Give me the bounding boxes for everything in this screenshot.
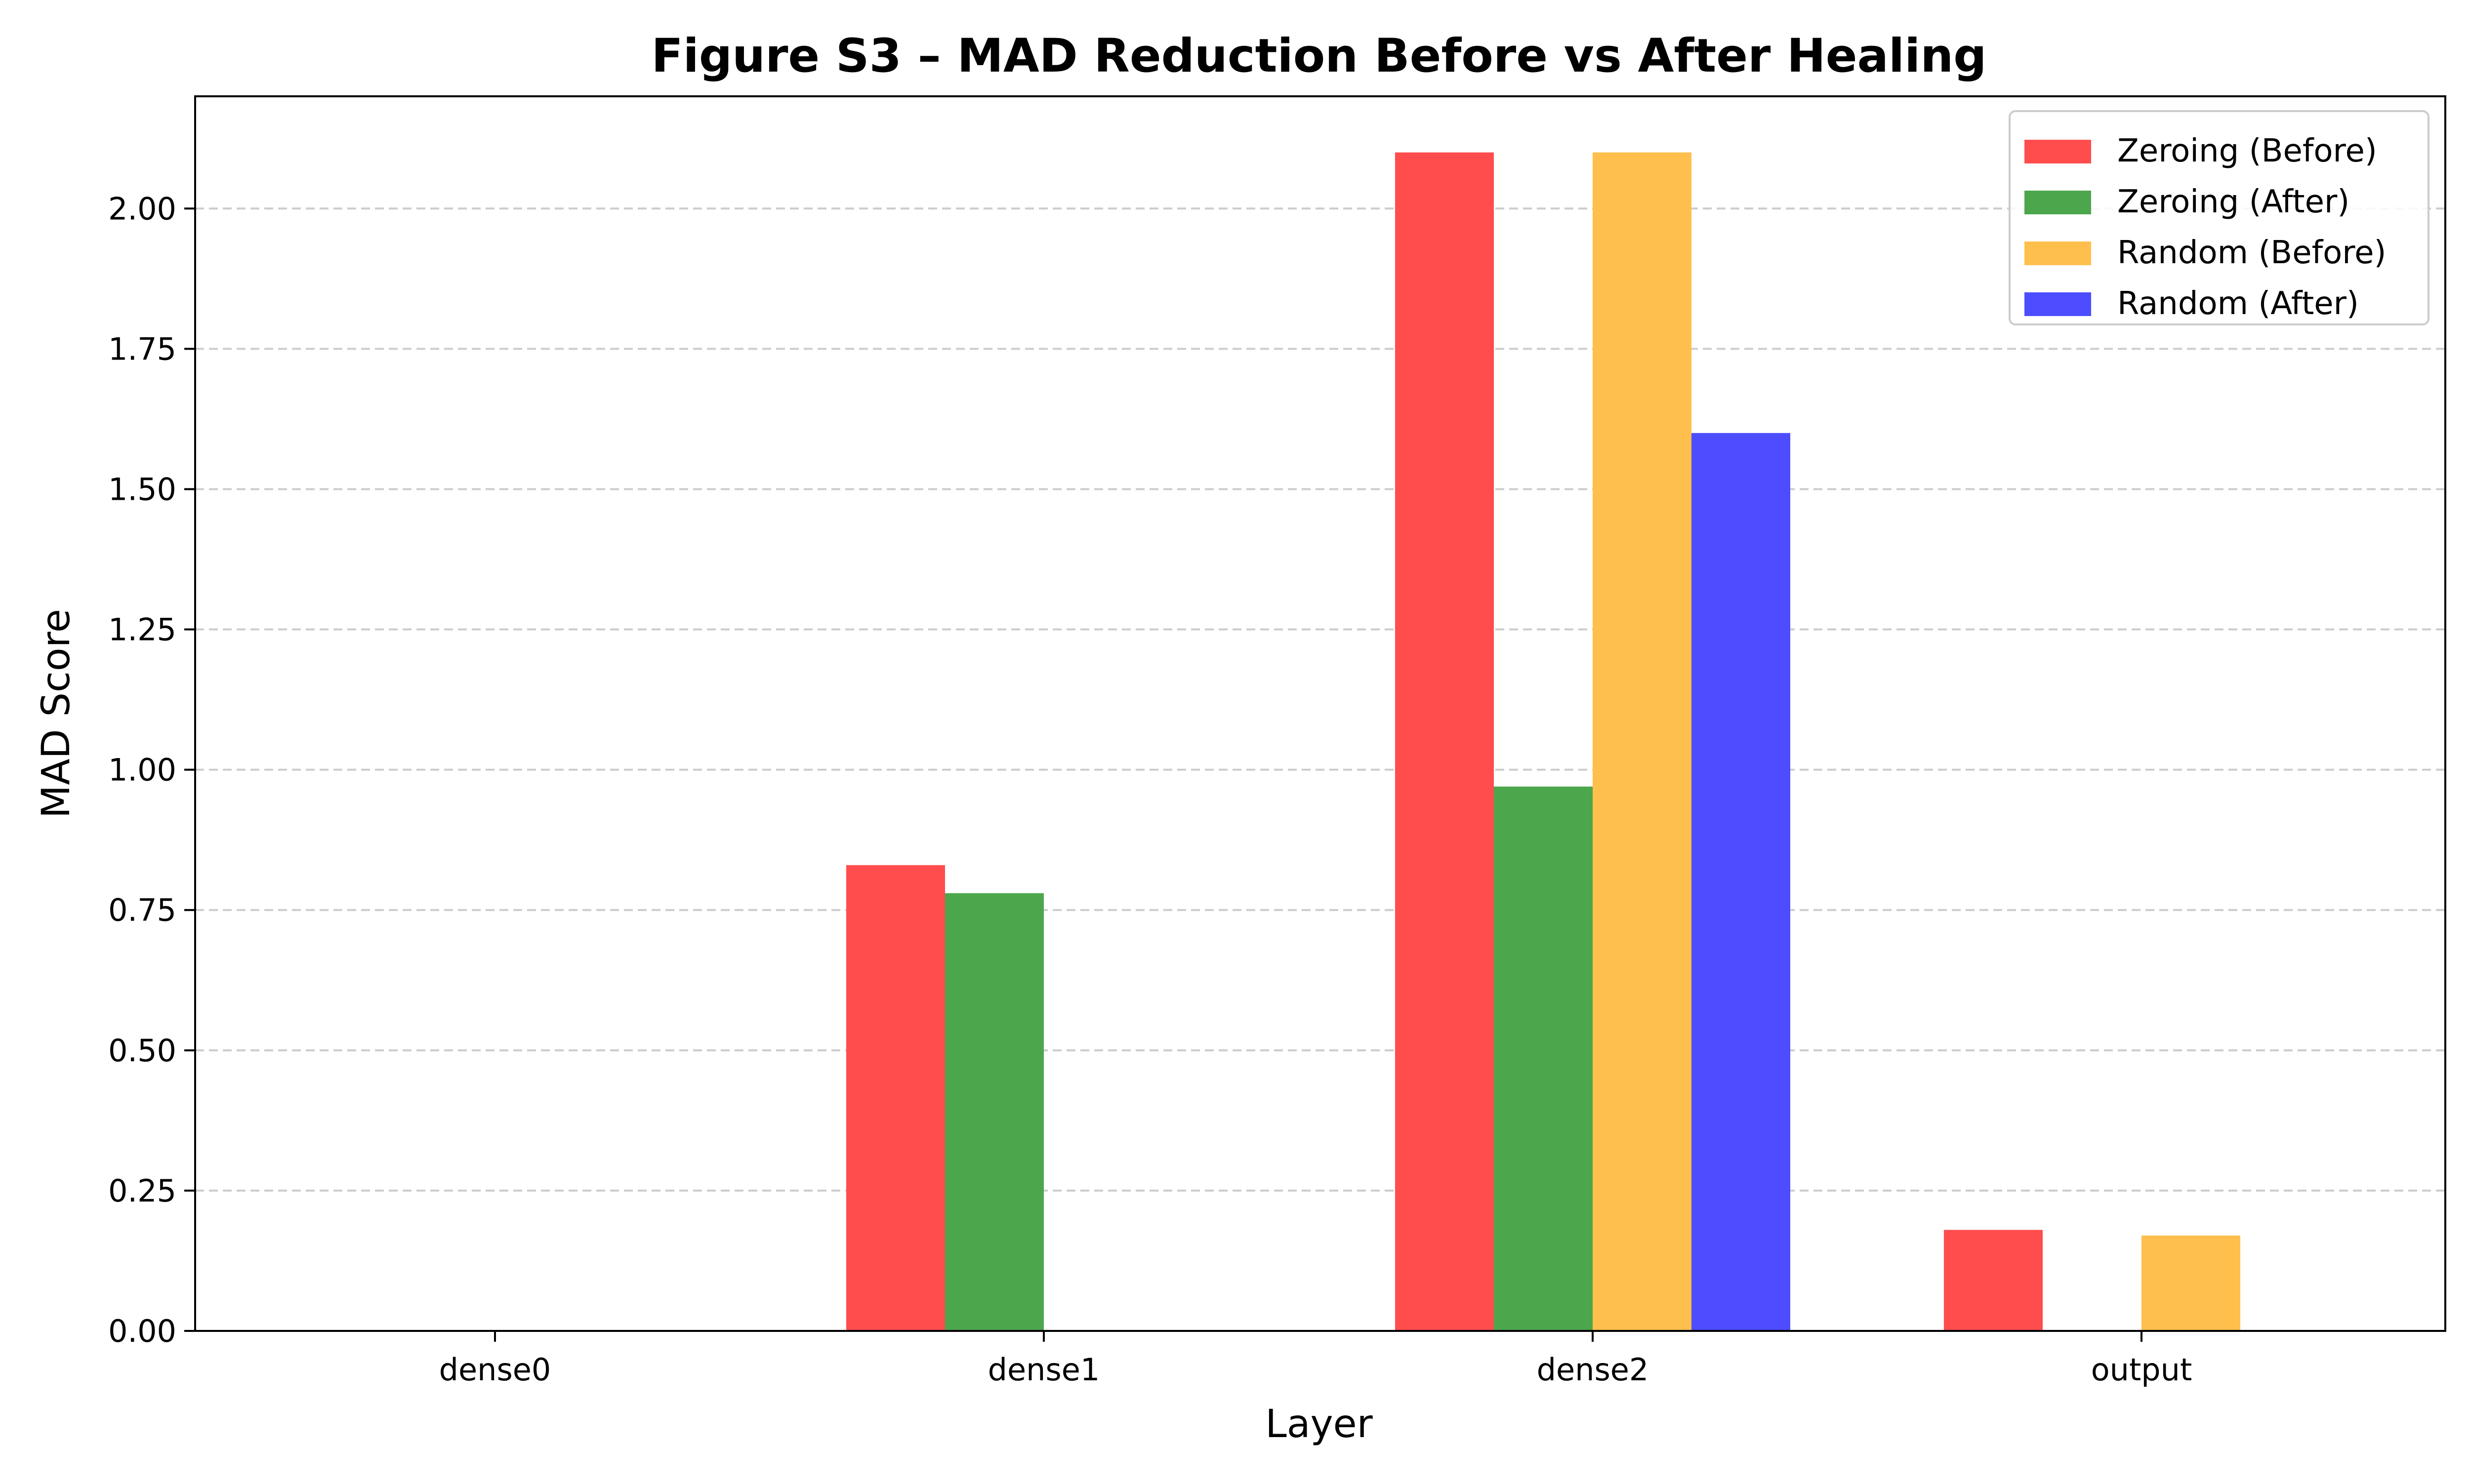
legend-box (2009, 110, 2429, 325)
legend-swatch (2024, 140, 2091, 163)
y-axis: 0.00 0.25 0.50 0.75 1.00 1.25 1.50 1.75 2.00 (108, 191, 195, 1349)
y-tick-label: 0.50 (108, 1033, 176, 1069)
legend-swatch (2024, 292, 2091, 316)
x-tick-label: output (2091, 1352, 2192, 1388)
bar-dense2-0 (1395, 152, 1494, 1331)
chart-title: Figure S3 – MAD Reduction Before vs Afte… (651, 29, 1986, 83)
bar-output-2 (2141, 1235, 2240, 1331)
y-tick-label: 2.00 (108, 191, 176, 227)
bar-dense2-1 (1494, 786, 1593, 1331)
y-tick-label: 0.75 (108, 892, 176, 928)
legend-swatch (2024, 241, 2091, 265)
legend-swatch (2024, 191, 2091, 214)
y-tick-label: 1.25 (108, 612, 176, 648)
x-tick-label: dense2 (1537, 1352, 1649, 1388)
legend-label: Zeroing (Before) (2117, 133, 2377, 169)
bars (846, 152, 2240, 1331)
legend-label: Zeroing (After) (2117, 184, 2349, 220)
legend-label: Random (After) (2117, 285, 2359, 322)
legend-label: Random (Before) (2117, 235, 2387, 271)
plot-frame (194, 95, 2446, 1332)
x-axis-label: Layer (1265, 1402, 1373, 1446)
bar-dense2-3 (1691, 433, 1790, 1331)
legend: Zeroing (Before) Zeroing (After) Random (B… (2009, 110, 2429, 325)
y-tick-label: 1.50 (108, 471, 176, 507)
x-tick-label: dense0 (439, 1352, 551, 1388)
y-tick-label: 0.00 (108, 1313, 176, 1349)
y-tick-label: 0.25 (108, 1173, 176, 1209)
y-axis-label: MAD Score (34, 609, 79, 818)
x-axis: dense0 dense1 dense2 output (439, 1331, 2192, 1388)
bar-dense1-1 (945, 893, 1044, 1331)
bar-dense1-0 (846, 865, 945, 1331)
bar-dense2-2 (1593, 152, 1691, 1331)
y-tick-label: 1.00 (108, 752, 176, 788)
y-tick-label: 1.75 (108, 331, 176, 367)
x-tick-label: dense1 (988, 1352, 1100, 1388)
bar-output-0 (1944, 1230, 2043, 1331)
